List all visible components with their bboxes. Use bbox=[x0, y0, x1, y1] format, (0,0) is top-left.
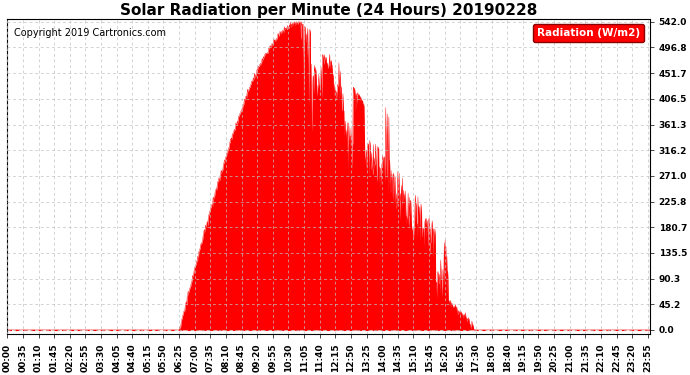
Legend: Radiation (W/m2): Radiation (W/m2) bbox=[533, 24, 644, 42]
Title: Solar Radiation per Minute (24 Hours) 20190228: Solar Radiation per Minute (24 Hours) 20… bbox=[120, 3, 537, 18]
Text: Copyright 2019 Cartronics.com: Copyright 2019 Cartronics.com bbox=[14, 28, 166, 38]
